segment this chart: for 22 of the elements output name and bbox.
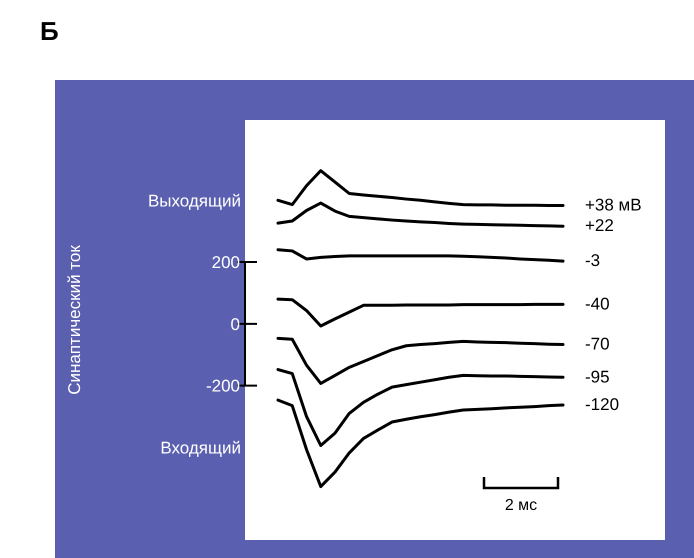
line-series	[276, 298, 564, 328]
line-series	[276, 398, 564, 488]
y-tick-label: 0	[230, 314, 240, 334]
text: Синаптический ток	[65, 244, 84, 395]
series-label: +22	[585, 216, 614, 236]
series-label: -3	[585, 251, 600, 270]
line-series	[276, 368, 564, 447]
series-label: -120	[585, 395, 620, 414]
series-label: -40	[585, 294, 610, 314]
text: Выходящий	[148, 191, 241, 210]
series-label: -70	[585, 334, 610, 354]
line-series	[276, 248, 564, 263]
annotation: 2 мс	[504, 497, 538, 514]
text: Входящий	[160, 438, 241, 458]
line-series	[276, 336, 564, 385]
line-series	[276, 202, 564, 228]
line-series	[276, 169, 564, 208]
y-tick-label: -200	[206, 376, 240, 396]
series-label: +38 мВ	[585, 196, 642, 215]
text: Б	[40, 16, 59, 46]
series-label: -95	[585, 367, 610, 386]
y-tick-label: 200	[212, 253, 240, 272]
